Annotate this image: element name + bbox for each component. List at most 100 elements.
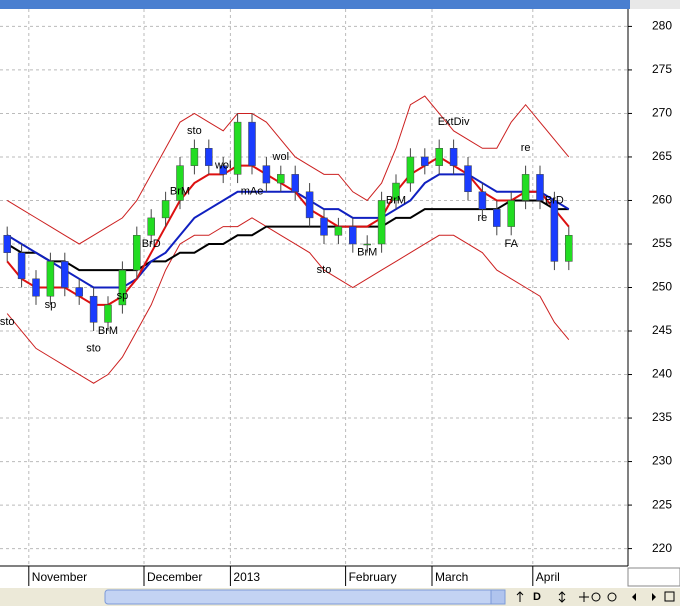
candle-body xyxy=(521,174,530,201)
candle-body xyxy=(233,121,242,175)
signal-label: re xyxy=(478,212,488,224)
toolbar-label[interactable]: D xyxy=(533,591,541,603)
signal-label: BrM xyxy=(98,325,118,337)
candle-body xyxy=(435,148,443,166)
toolbar-icon[interactable] xyxy=(632,593,636,601)
signal-label: sto xyxy=(86,342,101,354)
y-tick-label: 275 xyxy=(652,62,672,76)
x-tick-label: 2013 xyxy=(233,570,260,584)
x-tick-label: December xyxy=(147,570,202,584)
candle-body xyxy=(161,200,170,219)
signal-label: BrM xyxy=(357,247,377,259)
window-buttons[interactable] xyxy=(630,0,680,9)
candle-body xyxy=(61,261,69,288)
candle-body xyxy=(478,191,487,210)
x-tick-label: March xyxy=(435,570,468,584)
y-tick-label: 240 xyxy=(652,367,672,381)
title-bar xyxy=(0,0,680,9)
candle-body xyxy=(248,121,256,166)
signal-label: sp xyxy=(45,299,57,311)
candle-body xyxy=(392,182,400,201)
y-tick-label: 245 xyxy=(652,323,672,337)
y-tick-label: 270 xyxy=(652,106,672,120)
indicator-line xyxy=(6,217,570,384)
y-tick-label: 225 xyxy=(652,497,672,511)
candle-body xyxy=(320,217,328,236)
y-tick-label: 250 xyxy=(652,280,672,294)
signal-label: wol xyxy=(214,160,232,172)
candle-body xyxy=(349,226,357,245)
candle-body xyxy=(277,174,285,184)
y-tick-label: 230 xyxy=(652,454,672,468)
candle-body xyxy=(449,148,458,166)
y-tick-label: 265 xyxy=(652,149,672,163)
y-tick-label: 220 xyxy=(652,541,672,555)
scrollbar-thumb[interactable] xyxy=(104,589,506,605)
toolbar-icon[interactable] xyxy=(607,592,617,602)
candle-body xyxy=(190,148,199,166)
y-tick-label: 280 xyxy=(652,19,672,33)
toolbar-icon[interactable] xyxy=(558,591,566,603)
signal-label: wol xyxy=(272,151,290,163)
indicator-line xyxy=(6,173,570,289)
candle-body xyxy=(46,261,55,297)
candle-body xyxy=(147,217,155,236)
toolbar-icon[interactable] xyxy=(516,591,524,602)
toolbar-icon[interactable] xyxy=(579,592,589,602)
signal-label: sto xyxy=(0,316,15,328)
indicator-line xyxy=(6,155,570,306)
candle-body xyxy=(104,304,112,323)
toolbar-icon[interactable] xyxy=(652,593,656,601)
signal-label: BrD xyxy=(142,238,161,250)
candle-body xyxy=(565,235,573,262)
indicator-line xyxy=(6,95,570,245)
candle-body xyxy=(3,235,11,253)
candle-body xyxy=(176,165,184,201)
signal-label: sto xyxy=(317,264,332,276)
toolbar-icon[interactable] xyxy=(591,592,601,602)
candle-body xyxy=(421,156,429,166)
y-tick-label: 260 xyxy=(652,193,672,207)
candle-body xyxy=(536,174,544,201)
signal-label: sp xyxy=(117,290,129,302)
candle-body xyxy=(377,200,386,245)
y-tick-label: 255 xyxy=(652,236,672,250)
candle-body xyxy=(262,165,271,184)
signal-label: sto xyxy=(187,125,202,137)
signal-label: ExtDiv xyxy=(438,116,470,128)
candle-body xyxy=(334,226,343,236)
corner-box xyxy=(627,567,680,587)
signal-label: mAe xyxy=(241,186,264,198)
signal-label: BrD xyxy=(545,194,564,206)
candle-body xyxy=(550,200,559,262)
x-tick-label: April xyxy=(536,570,560,584)
candle-body xyxy=(205,148,213,166)
signal-label: FA xyxy=(504,238,518,250)
signal-label: re xyxy=(521,142,531,154)
x-tick-label: November xyxy=(32,570,87,584)
candle-body xyxy=(507,200,515,227)
signal-label: BrM xyxy=(170,186,190,198)
scroll-right-button[interactable] xyxy=(490,589,506,605)
candle-body xyxy=(363,243,371,246)
y-tick-label: 235 xyxy=(652,410,672,424)
toolbar-icons[interactable] xyxy=(516,591,675,603)
candle-body xyxy=(32,278,40,297)
candle-body xyxy=(305,191,314,219)
candle-body xyxy=(219,165,227,175)
candle-body xyxy=(406,156,415,184)
candle-body xyxy=(291,174,299,193)
candle-body xyxy=(118,269,127,306)
candle-body xyxy=(89,295,98,323)
candle-body xyxy=(493,208,501,227)
candle-body xyxy=(75,287,83,297)
signal-label: BrM xyxy=(386,194,406,206)
candle-body xyxy=(17,252,26,280)
indicator-line xyxy=(6,199,569,272)
x-tick-label: February xyxy=(349,570,397,584)
candle-body xyxy=(464,165,472,193)
toolbar-icon[interactable] xyxy=(664,591,675,602)
